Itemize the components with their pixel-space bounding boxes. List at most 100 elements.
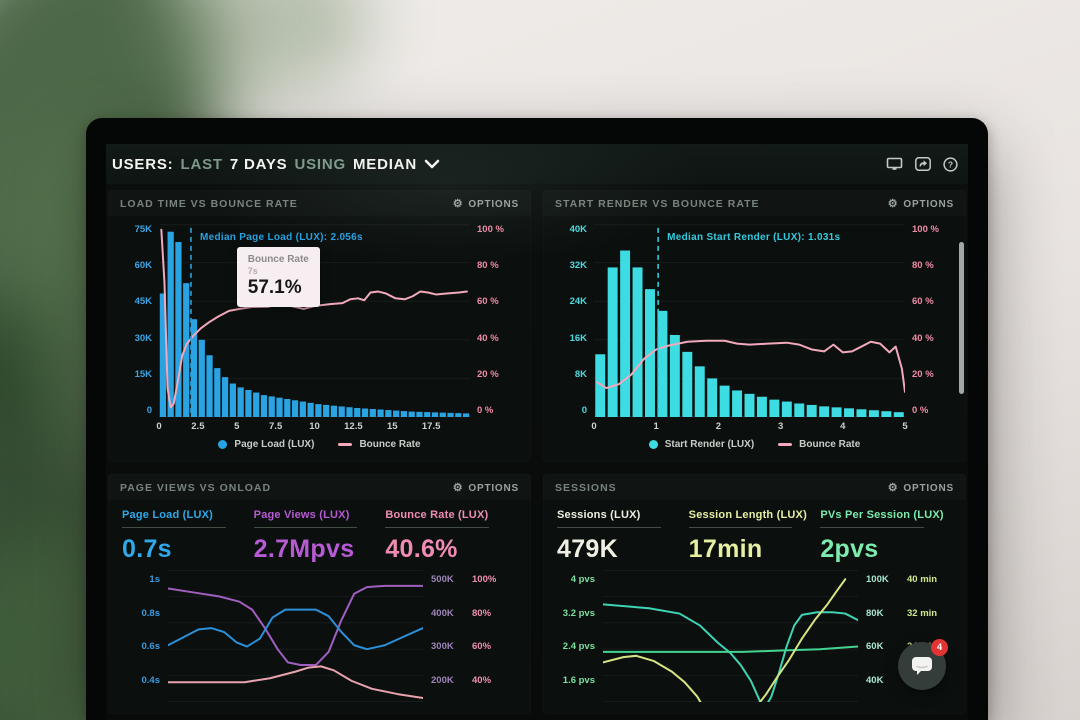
stats-row: Page Load (LUX) 0.7s Page Views (LUX) 2.…: [108, 500, 531, 566]
axis-tick: 40K: [866, 674, 884, 686]
axis-tick: 15: [386, 421, 398, 432]
scrollbar[interactable]: [959, 242, 964, 394]
title-part: 7 DAYS: [229, 155, 288, 173]
options-button[interactable]: ⚙ OPTIONS: [887, 481, 954, 494]
stat-label: Sessions (LUX): [557, 509, 641, 521]
axis-tick: 100%: [472, 574, 497, 585]
stat-value: 2pvs: [820, 535, 879, 563]
axis-tick: 75K: [134, 224, 152, 235]
options-button[interactable]: ⚙ OPTIONS: [887, 197, 954, 210]
legend-label: Bounce Rate: [799, 438, 861, 450]
stat-underline: [557, 527, 661, 528]
axis-tick: 0: [591, 421, 597, 432]
axis-tick-pair: 400K 80%: [431, 608, 491, 619]
axis-tick-pair: 100K 40 min: [866, 574, 937, 585]
tooltip-value: 57.1%: [247, 277, 302, 299]
legend-label: Page Load (LUX): [234, 438, 315, 450]
stat-value: 2.7Mpvs: [253, 535, 355, 563]
chart-plot[interactable]: Median Start Render (LUX): 1.031s: [594, 224, 905, 417]
axis-tick: 2.5: [191, 421, 205, 432]
stat-value: 0.7s: [122, 535, 172, 563]
stat-value: 479K: [557, 535, 618, 563]
axis-tick: 80 %: [912, 260, 934, 272]
options-button[interactable]: ⚙ OPTIONS: [452, 481, 519, 494]
stat-underline: [253, 527, 358, 528]
axis-tick-pair: 300K 60%: [431, 641, 491, 652]
stat-underline: [122, 527, 226, 528]
stat-underline: [688, 527, 793, 528]
axis-tick: 5: [902, 421, 908, 432]
legend-marker: [648, 439, 658, 449]
stat-label: Page Views (LUX): [253, 509, 350, 521]
panel-title: SESSIONS: [555, 482, 617, 494]
chart-canvas: [159, 224, 470, 417]
chart-plot[interactable]: [168, 570, 423, 702]
help-icon[interactable]: ?: [943, 156, 958, 172]
axis-tick: 5: [234, 421, 240, 432]
axis-tick: 60K: [134, 260, 152, 272]
chart-plot[interactable]: Median Page Load (LUX): 2.056s Bounce Rat…: [159, 224, 470, 417]
axis-tick: 20 %: [477, 368, 499, 380]
axis-tick: 0: [156, 421, 162, 432]
axis-tick: 17.5: [421, 421, 441, 432]
share-icon[interactable]: [915, 157, 931, 171]
stat-label: Bounce Rate (LUX): [385, 509, 489, 521]
dashboard-topbar: USERS: LAST 7 DAYS USING MEDIAN ?: [106, 144, 968, 184]
axis-tick-pair: 500K 100%: [431, 574, 496, 585]
axis-tick: 40K: [569, 224, 587, 235]
stat-page-views: Page Views (LUX) 2.7Mpvs: [253, 509, 386, 564]
panel-title: START RENDER VS BOUNCE RATE: [555, 198, 760, 210]
axis-tick-pair: 200K 40%: [431, 675, 491, 686]
axis-tick: 16K: [569, 332, 587, 344]
axis-tick: 80%: [472, 607, 492, 619]
legend-item[interactable]: Bounce Rate: [778, 439, 860, 450]
stat-label: Session Length (LUX): [688, 509, 807, 521]
y-axis-left: 4 pvs 3.2 pvs 2.4 pvs 1.6 pvs: [551, 570, 595, 702]
y-axis-right: 500K 100% 400K 80% 300K 60% 200K 40%: [431, 570, 523, 702]
stat-session-length: Session Length (LUX) 17min: [688, 509, 821, 564]
axis-tick-pair: 80K 32 min: [866, 608, 937, 619]
axis-tick: 4: [840, 421, 846, 432]
options-button[interactable]: ⚙ OPTIONS: [452, 197, 519, 210]
legend-marker: [338, 442, 353, 446]
axis-tick: 200K: [431, 674, 454, 686]
axis-tick: 2: [715, 421, 722, 432]
gear-icon: ⚙: [887, 197, 899, 210]
chart-plot[interactable]: [603, 570, 858, 702]
title-part: LAST: [180, 155, 223, 173]
axis-tick: 100 %: [912, 224, 939, 235]
title-part: USERS:: [112, 155, 174, 173]
chart-legend: Page Load (LUX) Bounce Rate: [116, 433, 523, 455]
axis-tick: 100 %: [477, 224, 504, 235]
display-icon[interactable]: [886, 157, 903, 171]
stat-underline: [820, 527, 924, 528]
axis-tick: 12.5: [344, 421, 363, 432]
axis-tick: 10: [309, 421, 320, 432]
users-range-dropdown[interactable]: USERS: LAST 7 DAYS USING MEDIAN: [112, 156, 440, 173]
legend-item[interactable]: Bounce Rate: [338, 439, 421, 450]
y-axis-left: 40K 32K 24K 16K 8K 0: [551, 224, 587, 417]
legend-item[interactable]: Page Load (LUX): [218, 439, 314, 450]
tooltip-subtitle: 7s: [247, 266, 258, 277]
axis-tick: 60 %: [912, 296, 934, 308]
axis-tick: 60%: [472, 641, 492, 653]
stat-sessions: Sessions (LUX) 479K: [557, 509, 689, 564]
legend-item[interactable]: Start Render (LUX): [648, 439, 754, 450]
panel-sessions: SESSIONS ⚙ OPTIONS Sessions (LUX) 479K S…: [543, 474, 966, 714]
stats-row: Sessions (LUX) 479K Session Length (LUX)…: [543, 500, 966, 566]
axis-tick: 45K: [134, 296, 152, 308]
title-part: MEDIAN: [352, 155, 417, 173]
legend-marker: [218, 439, 228, 449]
panel-start-render-vs-bounce-rate: START RENDER VS BOUNCE RATE ⚙ OPTIONS 40…: [543, 190, 966, 462]
axis-tick: 40 %: [477, 332, 499, 344]
axis-tick: 0 %: [912, 404, 929, 416]
legend-marker: [778, 442, 793, 446]
axis-tick: 20 %: [912, 368, 934, 380]
chart-legend: Start Render (LUX) Bounce Rate: [551, 433, 958, 455]
panel-title: LOAD TIME VS BOUNCE RATE: [120, 198, 298, 210]
median-annotation: Median Start Render (LUX): 1.031s: [667, 231, 841, 243]
axis-tick: 80K: [866, 607, 884, 619]
panel-grid: LOAD TIME VS BOUNCE RATE ⚙ OPTIONS 75K 60…: [106, 184, 968, 714]
chat-button[interactable]: 4: [898, 639, 948, 690]
axis-tick: 3: [777, 421, 784, 432]
